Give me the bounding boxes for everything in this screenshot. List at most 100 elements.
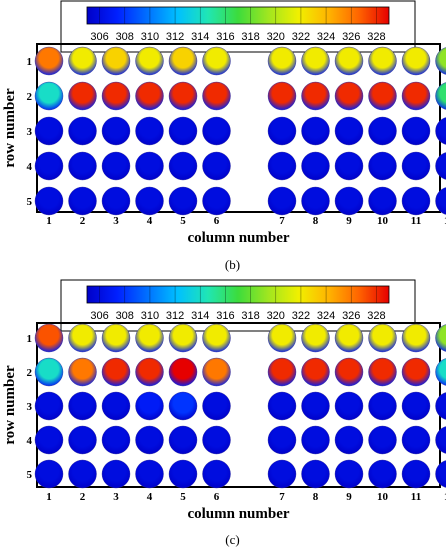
cell-r4-c6 xyxy=(202,425,231,455)
cell-r1-c3 xyxy=(101,46,131,76)
colorbar-tick-label: 328 xyxy=(367,310,385,322)
cell-r4-c12 xyxy=(435,152,446,180)
cell-r5-c11 xyxy=(401,186,431,216)
colorbar-tick-label: 318 xyxy=(241,31,259,43)
cell-r4-c2 xyxy=(68,425,97,455)
cell-r1-c10 xyxy=(368,323,397,353)
cell-r1-c2 xyxy=(68,323,97,353)
cell-r3-c9 xyxy=(334,116,364,146)
row-tick-label: 4 xyxy=(27,161,33,173)
cell-r4-c6 xyxy=(202,151,231,181)
cell-r5-c5 xyxy=(168,186,198,216)
colorbar-tick-label: 310 xyxy=(141,31,159,43)
cell-r5-c12 xyxy=(435,460,446,488)
cell-r3-c12 xyxy=(435,117,446,145)
cell-r2-c6 xyxy=(202,81,231,111)
colorbar-tick-label: 312 xyxy=(166,310,184,322)
cell-r5-c4 xyxy=(135,186,164,216)
colorbar-tick-label: 328 xyxy=(367,31,385,43)
cell-r1-c8 xyxy=(301,323,330,353)
cell-r4-c4 xyxy=(135,425,164,455)
colorbar-tick-label: 318 xyxy=(241,310,259,322)
cell-r2-c12 xyxy=(435,82,446,110)
cell-r2-c5 xyxy=(168,81,198,111)
cell-r4-c12 xyxy=(435,426,446,454)
cell-r3-c10 xyxy=(368,116,397,146)
colorbar-tick-label: 320 xyxy=(267,310,285,322)
cell-r2-c4 xyxy=(135,357,164,387)
cell-r5-c2 xyxy=(68,459,97,489)
column-tick-label: 11 xyxy=(411,491,421,503)
cell-r2-c8 xyxy=(301,81,330,111)
colorbar xyxy=(86,285,390,304)
colorbar-tick-label: 322 xyxy=(292,31,310,43)
cell-r1-c1 xyxy=(34,323,64,353)
column-tick-label: 11 xyxy=(411,215,421,227)
cell-r4-c10 xyxy=(368,151,397,181)
panel-caption: (b) xyxy=(225,257,240,272)
cell-r1-c5 xyxy=(168,323,198,353)
cell-r5-c1 xyxy=(34,459,64,489)
y-axis-label: row number xyxy=(2,88,18,168)
cell-r3-c2 xyxy=(68,116,97,146)
row-tick-label: 2 xyxy=(27,91,33,103)
cell-r4-c2 xyxy=(68,151,97,181)
cell-r4-c11 xyxy=(401,425,431,455)
cell-r4-c8 xyxy=(301,425,330,455)
colorbar-tick-label: 308 xyxy=(116,31,134,43)
cell-r2-c9 xyxy=(334,357,364,387)
cell-r5-c12 xyxy=(435,187,446,215)
colorbar-tick-label: 316 xyxy=(216,310,234,322)
cell-r4-c9 xyxy=(334,151,364,181)
cell-r3-c7 xyxy=(267,116,297,146)
cell-r4-c8 xyxy=(301,151,330,181)
cell-r2-c2 xyxy=(68,81,97,111)
row-tick-label: 1 xyxy=(27,56,33,68)
cell-r2-c10 xyxy=(368,81,397,111)
cell-r1-c8 xyxy=(301,46,330,76)
column-tick-label: 10 xyxy=(377,491,389,503)
column-tick-label: 9 xyxy=(346,215,352,227)
colorbar-tick-label: 314 xyxy=(191,310,209,322)
cell-r5-c7 xyxy=(267,459,297,489)
cell-r1-c12 xyxy=(435,47,446,75)
cell-r3-c1 xyxy=(34,116,64,146)
panel-b: 306 308 310 312 314 316 318 320 322 324 326 3281234… xyxy=(2,0,446,272)
colorbar-tick-label: 326 xyxy=(342,310,360,322)
cell-r2-c3 xyxy=(101,357,131,387)
cell-r5-c8 xyxy=(301,186,330,216)
cell-r3-c8 xyxy=(301,391,330,421)
column-tick-label: 6 xyxy=(214,491,220,503)
column-tick-label: 5 xyxy=(180,491,186,503)
cell-r4-c7 xyxy=(267,151,297,181)
cell-r1-c6 xyxy=(202,46,231,76)
panel-c: 306 308 310 312 314 316 318 320 322 324 326 3281234… xyxy=(2,279,446,547)
cell-r1-c1 xyxy=(34,46,64,76)
row-tick-label: 3 xyxy=(27,401,33,413)
column-tick-label: 7 xyxy=(279,215,285,227)
cell-r1-c4 xyxy=(135,323,164,353)
cell-r2-c10 xyxy=(368,357,397,387)
cell-r2-c7 xyxy=(267,81,297,111)
cell-r3-c8 xyxy=(301,116,330,146)
cell-r5-c6 xyxy=(202,459,231,489)
cell-r3-c1 xyxy=(34,391,64,421)
cell-r3-c5 xyxy=(168,116,198,146)
cell-r5-c2 xyxy=(68,186,97,216)
colorbar-tick-label: 314 xyxy=(191,31,209,43)
cell-r1-c5 xyxy=(168,46,198,76)
cell-r5-c1 xyxy=(34,186,64,216)
colorbar-tick-label: 320 xyxy=(267,31,285,43)
cell-r4-c3 xyxy=(101,151,131,181)
column-tick-label: 4 xyxy=(147,491,153,503)
colorbar-tick-label: 306 xyxy=(90,310,108,322)
cell-r5-c10 xyxy=(368,459,397,489)
cell-r1-c2 xyxy=(68,46,97,76)
column-tick-label: 8 xyxy=(313,215,319,227)
x-axis-label: column number xyxy=(187,506,289,522)
row-tick-label: 1 xyxy=(27,333,33,345)
y-axis-label: row number xyxy=(2,365,18,445)
cell-r2-c9 xyxy=(334,81,364,111)
cell-r1-c11 xyxy=(401,46,431,76)
cell-r3-c7 xyxy=(267,391,297,421)
